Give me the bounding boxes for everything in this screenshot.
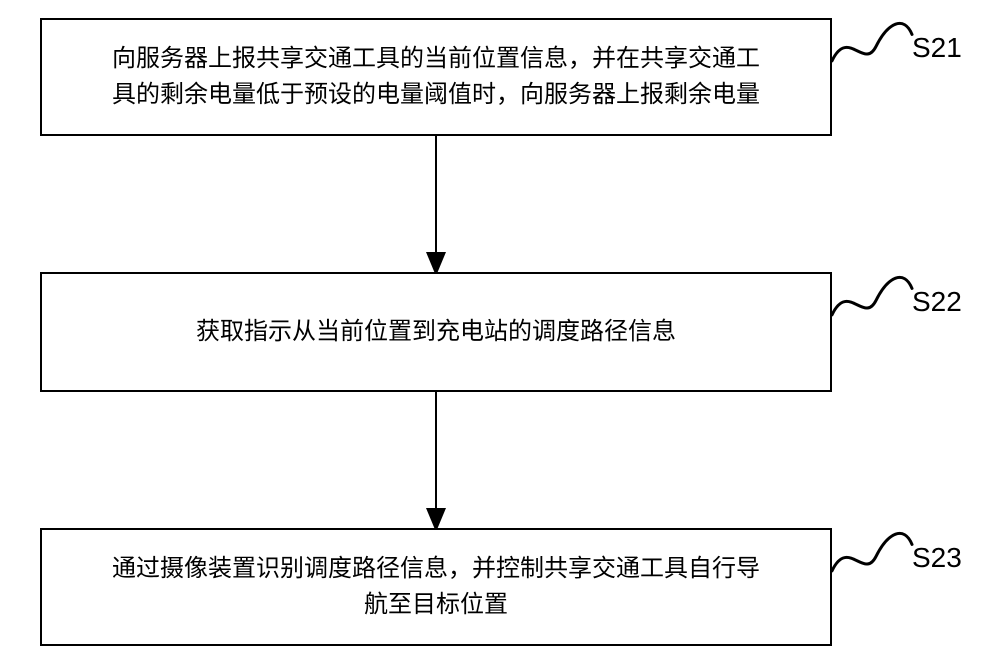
arrow-s22-to-s23: [426, 392, 448, 530]
flowchart-canvas: 向服务器上报共享交通工具的当前位置信息，并在共享交通工具的剩余电量低于预设的电量…: [0, 0, 1000, 667]
flow-node-s22: 获取指示从当前位置到充电站的调度路径信息: [40, 272, 832, 392]
connector-curve-s23: [832, 530, 912, 578]
flow-node-s23-text: 通过摄像装置识别调度路径信息，并控制共享交通工具自行导航至目标位置: [112, 551, 760, 623]
flow-node-s21: 向服务器上报共享交通工具的当前位置信息，并在共享交通工具的剩余电量低于预设的电量…: [40, 18, 832, 136]
step-label-s22: S22: [912, 286, 962, 318]
step-label-s23: S23: [912, 542, 962, 574]
flow-node-s22-text: 获取指示从当前位置到充电站的调度路径信息: [196, 314, 676, 350]
connector-curve-s22: [832, 274, 912, 322]
flow-node-s21-text: 向服务器上报共享交通工具的当前位置信息，并在共享交通工具的剩余电量低于预设的电量…: [112, 41, 760, 113]
connector-curve-s21: [832, 20, 912, 68]
step-label-s21: S21: [912, 32, 962, 64]
flow-node-s23: 通过摄像装置识别调度路径信息，并控制共享交通工具自行导航至目标位置: [40, 528, 832, 646]
arrow-s21-to-s22: [426, 136, 448, 274]
